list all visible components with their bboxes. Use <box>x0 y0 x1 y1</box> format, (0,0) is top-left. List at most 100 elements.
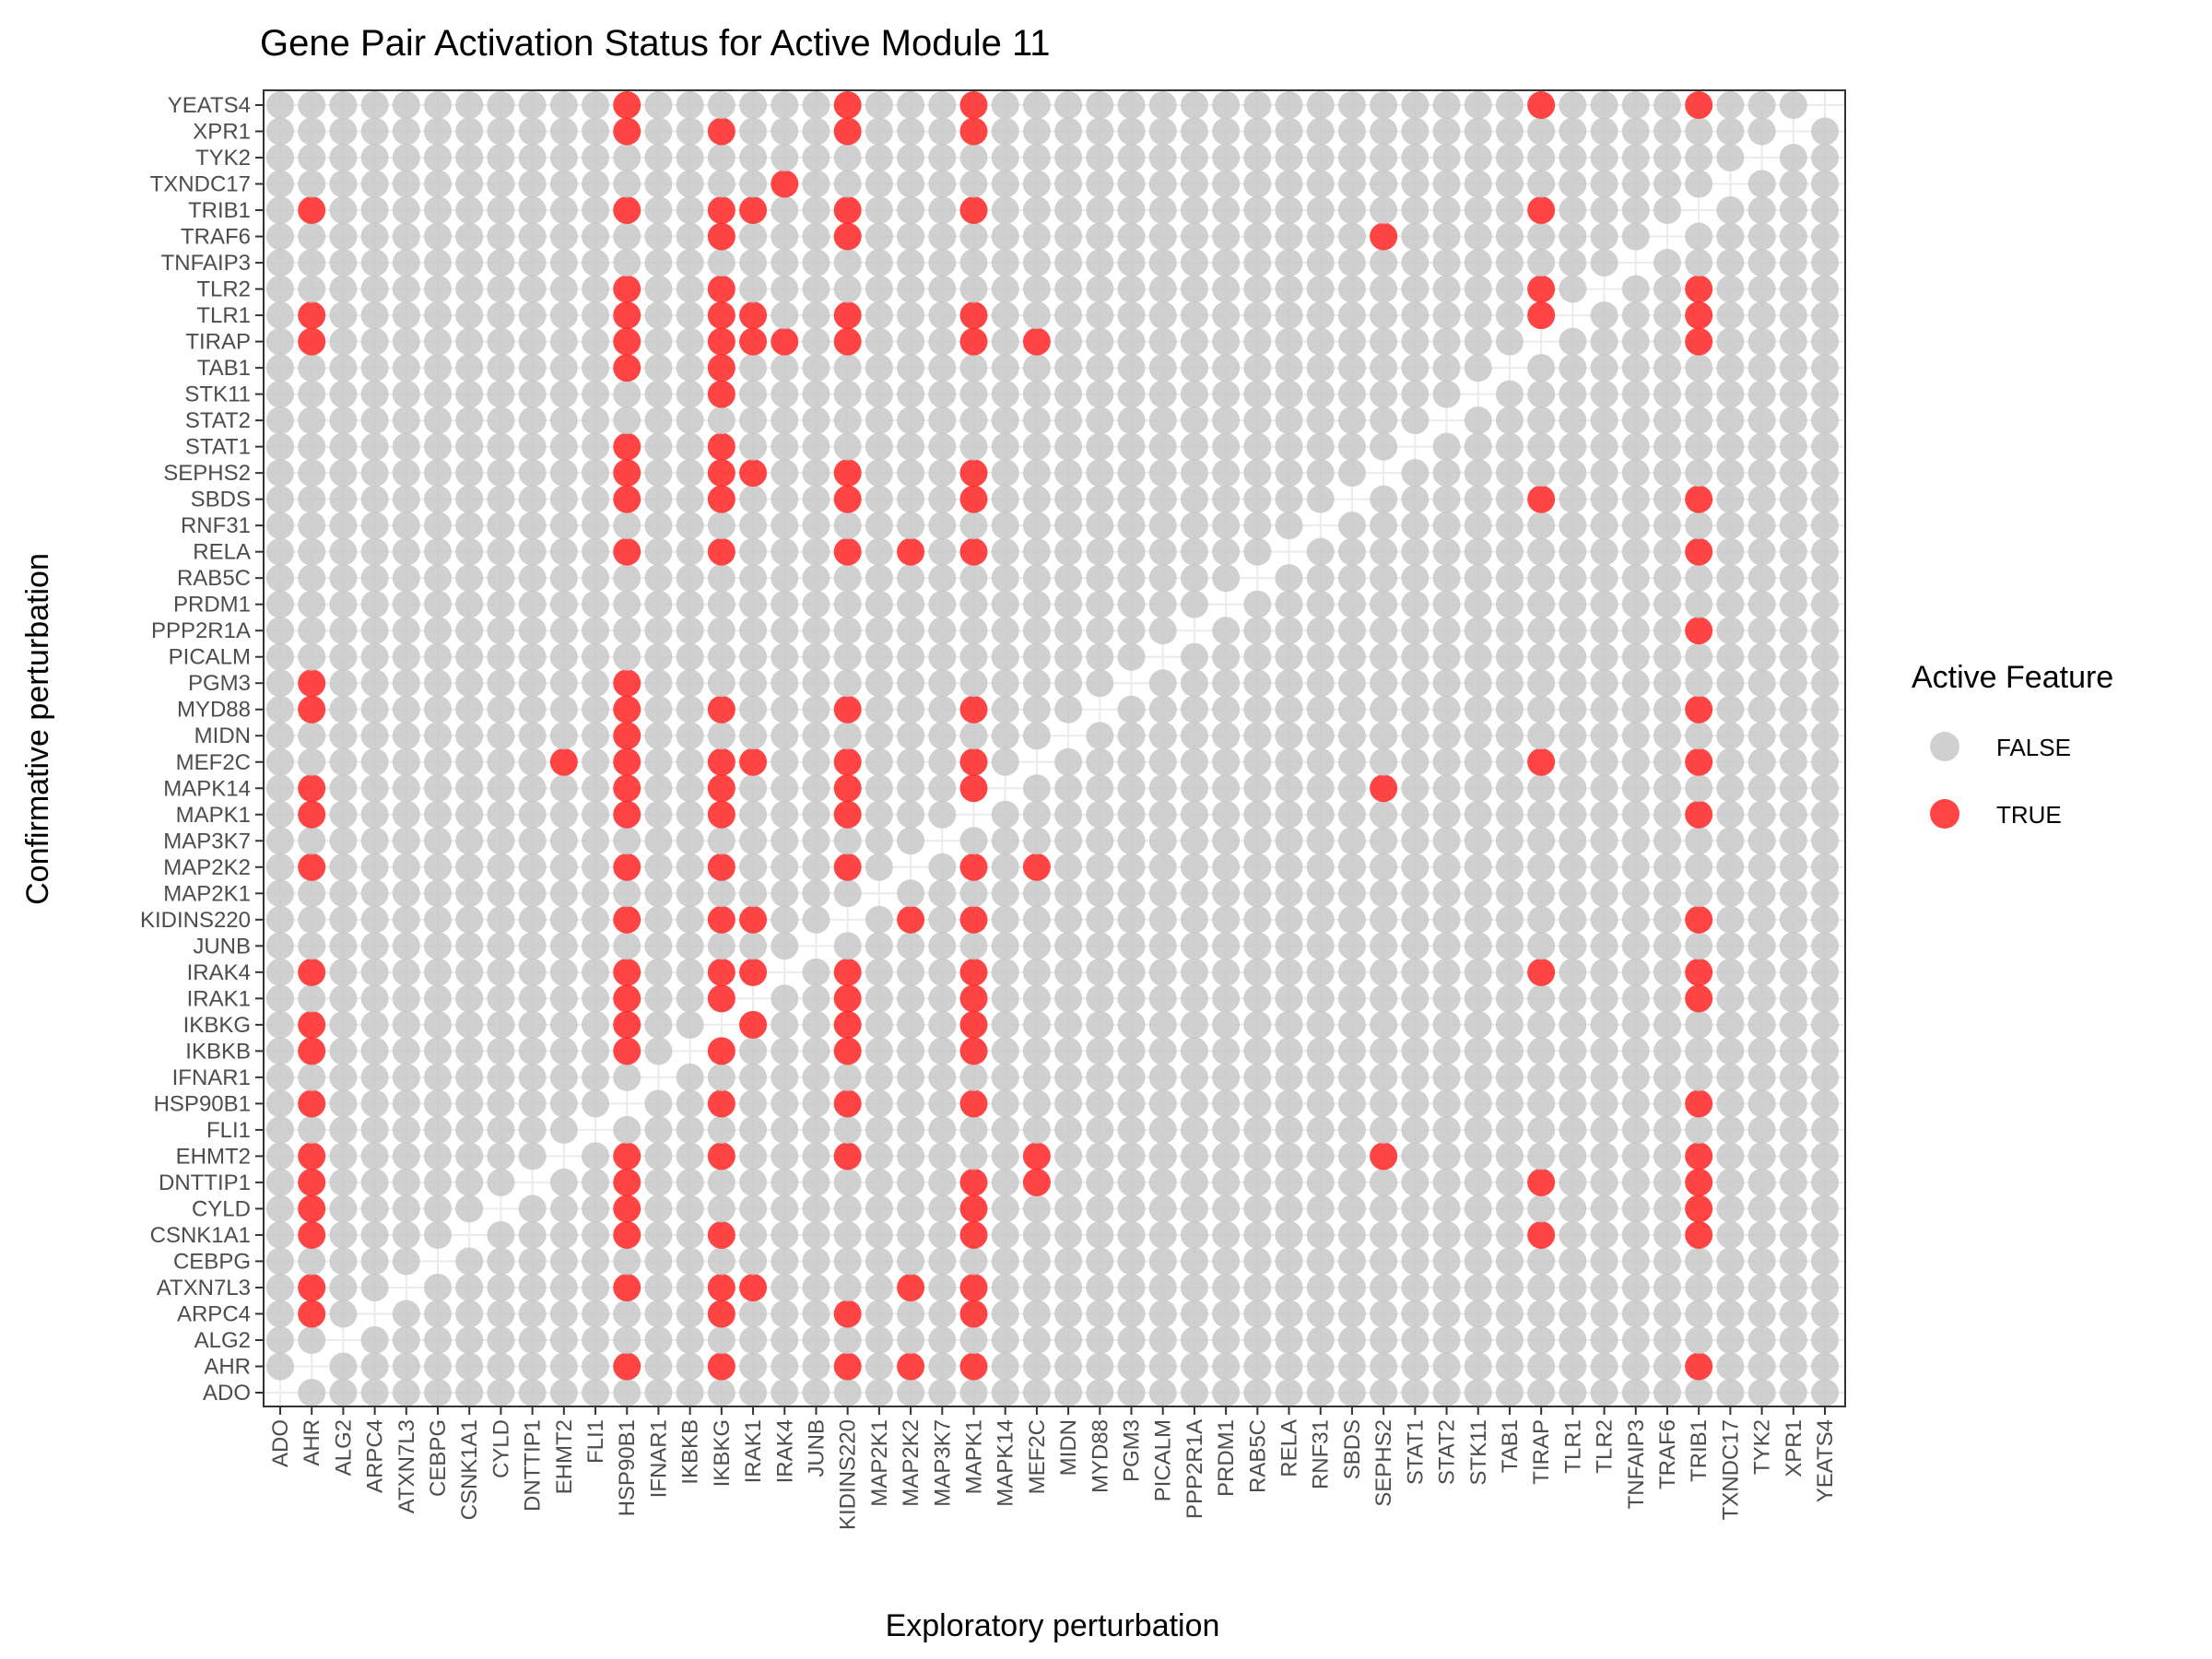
data-point-false <box>1653 853 1681 881</box>
data-point-false <box>771 1089 799 1118</box>
data-point-false <box>897 301 925 330</box>
data-point-false <box>1432 512 1461 540</box>
data-point-false <box>1086 774 1114 803</box>
data-point-false <box>771 747 799 776</box>
x-tick-label: AHR <box>300 1419 324 1466</box>
data-point-false <box>1747 1273 1776 1301</box>
data-point-false <box>266 222 294 251</box>
data-point-false <box>1022 196 1051 225</box>
data-point-false <box>833 879 862 908</box>
data-point-false <box>266 327 294 356</box>
data-point-false <box>582 512 610 540</box>
data-point-false <box>771 117 799 146</box>
data-point-false <box>424 827 453 855</box>
data-point-false <box>329 564 358 593</box>
data-point-false <box>329 958 358 986</box>
data-point-false <box>266 144 294 172</box>
data-point-true <box>959 1194 988 1223</box>
data-point-false <box>1086 1300 1114 1328</box>
data-point-false <box>1401 1168 1430 1196</box>
data-point-false <box>549 1037 578 1065</box>
data-point-false <box>1275 327 1303 356</box>
data-point-false <box>1306 932 1335 960</box>
data-point-false <box>1054 564 1083 593</box>
data-point-false <box>1559 590 1587 618</box>
data-point-false <box>676 1115 704 1144</box>
data-point-false <box>865 1300 893 1328</box>
data-point-false <box>1590 853 1618 881</box>
data-point-false <box>487 617 515 645</box>
data-point-false <box>771 1325 799 1354</box>
data-point-false <box>1243 1037 1272 1065</box>
data-point-false <box>549 432 578 461</box>
data-point-false <box>392 1325 420 1354</box>
data-point-false <box>487 327 515 356</box>
data-point-false <box>1747 722 1776 750</box>
data-point-false <box>1180 380 1208 408</box>
data-point-false <box>487 879 515 908</box>
data-point-false <box>298 722 326 750</box>
y-tick-label: FLI1 <box>206 1118 251 1143</box>
data-point-false <box>266 722 294 750</box>
data-point-false <box>1370 905 1398 934</box>
data-point-false <box>298 117 326 146</box>
data-point-false <box>644 1037 673 1065</box>
data-point-false <box>1432 1352 1461 1381</box>
data-point-false <box>1464 249 1492 277</box>
data-point-false <box>1621 774 1650 803</box>
data-point-false <box>1716 1247 1745 1276</box>
data-point-false <box>487 1168 515 1196</box>
data-point-false <box>1590 722 1618 750</box>
data-point-false <box>991 1194 1019 1223</box>
data-point-false <box>1275 512 1303 540</box>
data-point-false <box>298 827 326 855</box>
data-point-false <box>455 1115 484 1144</box>
data-point-true <box>707 1352 735 1381</box>
data-point-false <box>1117 537 1146 566</box>
data-point-false <box>833 170 862 198</box>
data-point-false <box>644 117 673 146</box>
data-point-false <box>1148 354 1177 382</box>
data-point-false <box>1243 1168 1272 1196</box>
data-point-true <box>298 1273 326 1301</box>
data-point-false <box>1212 1063 1241 1091</box>
data-point-false <box>613 1063 641 1091</box>
data-point-false <box>1653 695 1681 724</box>
data-point-false <box>739 1142 768 1171</box>
data-point-false <box>1117 774 1146 803</box>
data-point-false <box>1527 617 1556 645</box>
data-point-false <box>1243 1325 1272 1354</box>
data-point-false <box>802 642 830 671</box>
data-point-false <box>329 617 358 645</box>
data-point-false <box>1054 1142 1083 1171</box>
data-point-false <box>1495 222 1524 251</box>
data-point-true <box>298 1300 326 1328</box>
data-point-false <box>329 642 358 671</box>
data-point-false <box>1022 144 1051 172</box>
data-point-false <box>991 196 1019 225</box>
data-point-true <box>707 301 735 330</box>
data-point-false <box>1527 117 1556 146</box>
data-point-false <box>518 144 547 172</box>
data-point-false <box>833 1194 862 1223</box>
data-point-false <box>455 853 484 881</box>
data-point-false <box>1747 1220 1776 1249</box>
data-point-false <box>1148 669 1177 698</box>
legend-label-false: FALSE <box>1996 734 2071 761</box>
data-point-true <box>613 747 641 776</box>
data-point-false <box>1527 695 1556 724</box>
data-point-false <box>1148 800 1177 829</box>
data-point-false <box>1621 301 1650 330</box>
data-point-false <box>549 512 578 540</box>
data-point-false <box>613 170 641 198</box>
data-point-false <box>1464 222 1492 251</box>
data-point-false <box>1590 144 1618 172</box>
data-point-false <box>298 1115 326 1144</box>
data-point-false <box>1117 800 1146 829</box>
data-point-false <box>1212 380 1241 408</box>
data-point-false <box>1432 196 1461 225</box>
data-point-false <box>739 853 768 881</box>
data-point-false <box>802 144 830 172</box>
data-point-false <box>1747 1168 1776 1196</box>
data-point-false <box>424 222 453 251</box>
